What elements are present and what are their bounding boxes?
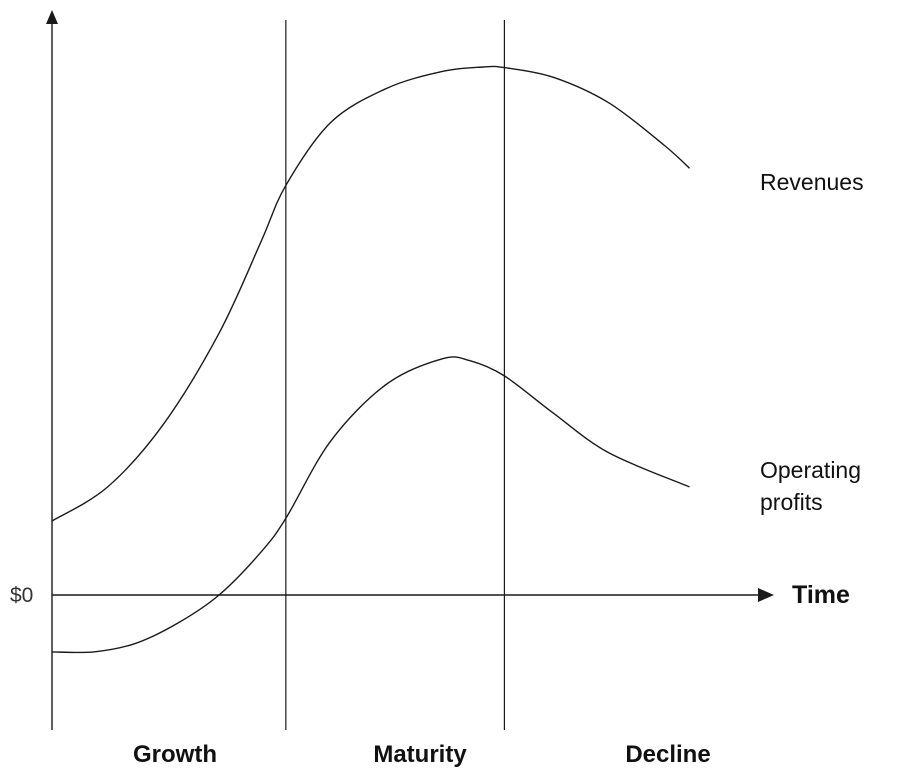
operating-profits-label: Operating profits: [760, 457, 861, 515]
operating-profits-line: [51, 356, 690, 654]
phase-label-maturity: Maturity: [373, 741, 467, 768]
x-axis-title: Time: [792, 581, 850, 609]
x-axis-arrowhead: [758, 588, 774, 602]
phase-label-growth: Growth: [133, 741, 217, 768]
zero-tick-label: $0: [10, 584, 33, 607]
phase-dividers: [285, 20, 505, 730]
phase-label-decline: Decline: [625, 741, 710, 768]
phase-labels: Growth Maturity Decline: [133, 741, 711, 768]
y-axis-arrowhead: [46, 10, 58, 24]
revenues-line: [51, 65, 690, 522]
revenues-label: Revenues: [760, 169, 864, 195]
series-labels: Revenues Operating profits: [760, 169, 864, 515]
series-curves: [51, 65, 690, 654]
